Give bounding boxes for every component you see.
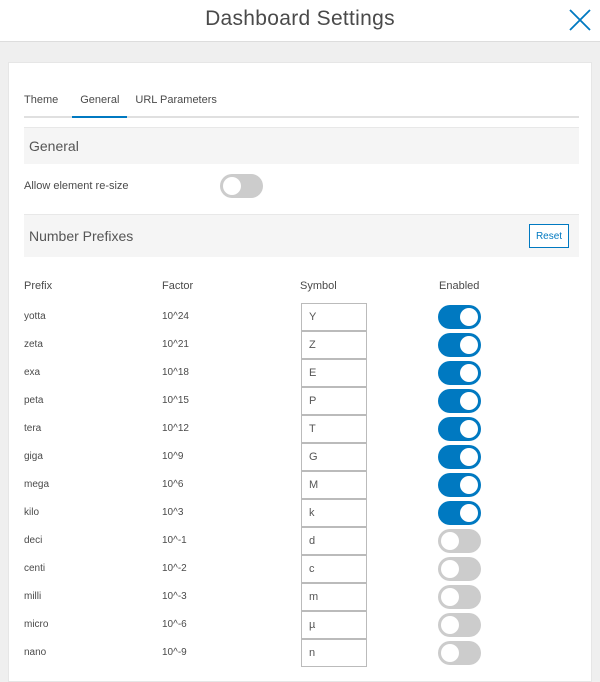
enabled-toggle[interactable] [438,305,481,329]
prefix-factor: 10^24 [162,311,189,322]
reset-button[interactable]: Reset [529,224,569,248]
prefix-name: micro [24,619,49,630]
dialog-title: Dashboard Settings [205,7,395,30]
prefix-name: kilo [24,507,40,518]
settings-panel: Theme General URL Parameters General All… [8,62,592,682]
close-icon[interactable] [568,8,592,32]
tab-theme[interactable]: Theme [24,94,59,106]
enabled-toggle[interactable] [438,585,481,609]
prefix-name: deci [24,535,43,546]
tab-url-parameters[interactable]: URL Parameters [135,94,217,106]
dialog-header: Dashboard Settings [0,0,600,42]
prefix-row: peta 10^15 [24,387,579,415]
number-prefixes-title: Number Prefixes [29,228,134,244]
tab-bar: Theme General URL Parameters [24,91,579,118]
enabled-toggle[interactable] [438,529,481,553]
prefix-factor: 10^21 [162,339,189,350]
symbol-input[interactable] [301,527,367,555]
prefix-row: yotta 10^24 [24,303,579,331]
prefix-name: giga [24,451,43,462]
prefix-name: tera [24,423,42,434]
symbol-input[interactable] [301,471,367,499]
prefix-factor: 10^6 [162,479,184,490]
tab-general[interactable]: General [72,91,128,118]
prefix-row: kilo 10^3 [24,499,579,527]
prefix-factor: 10^9 [162,451,184,462]
resize-label: Allow element re-size [24,180,129,192]
symbol-input[interactable] [301,555,367,583]
prefix-factor: 10^-1 [162,535,187,546]
symbol-input[interactable] [301,303,367,331]
prefix-factor: 10^18 [162,367,189,378]
prefix-row: nano 10^-9 [24,639,579,667]
prefix-row: milli 10^-3 [24,583,579,611]
prefix-factor: 10^15 [162,395,189,406]
number-prefixes-header: Number Prefixes Reset [24,214,579,257]
prefix-factor: 10^3 [162,507,184,518]
prefix-name: yotta [24,311,46,322]
enabled-toggle[interactable] [438,557,481,581]
prefix-row: zeta 10^21 [24,331,579,359]
prefix-row: centi 10^-2 [24,555,579,583]
prefix-row: tera 10^12 [24,415,579,443]
prefix-factor: 10^-6 [162,619,187,630]
enabled-toggle[interactable] [438,417,481,441]
symbol-input[interactable] [301,499,367,527]
enabled-toggle[interactable] [438,361,481,385]
enabled-toggle[interactable] [438,473,481,497]
prefix-factor: 10^12 [162,423,189,434]
enabled-toggle[interactable] [438,613,481,637]
enabled-toggle[interactable] [438,501,481,525]
symbol-input[interactable] [301,387,367,415]
prefix-row: giga 10^9 [24,443,579,471]
prefix-row: micro 10^-6 [24,611,579,639]
prefix-row: deci 10^-1 [24,527,579,555]
prefix-name: zeta [24,339,43,350]
general-section-header: General [24,127,579,164]
symbol-input[interactable] [301,611,367,639]
prefix-row: mega 10^6 [24,471,579,499]
symbol-input[interactable] [301,359,367,387]
prefix-name: peta [24,395,44,406]
enabled-toggle[interactable] [438,641,481,665]
prefix-name: centi [24,563,46,574]
symbol-input[interactable] [301,331,367,359]
prefix-row: exa 10^18 [24,359,579,387]
symbol-input[interactable] [301,639,367,667]
prefix-factor: 10^-3 [162,591,187,602]
column-header-factor: Factor [162,280,194,292]
prefix-factor: 10^-2 [162,563,187,574]
column-header-enabled: Enabled [439,280,480,292]
symbol-input[interactable] [301,583,367,611]
resize-toggle[interactable] [220,174,263,198]
prefix-name: mega [24,479,50,490]
column-header-prefix: Prefix [24,280,53,292]
enabled-toggle[interactable] [438,445,481,469]
prefix-name: milli [24,591,42,602]
symbol-input[interactable] [301,415,367,443]
enabled-toggle[interactable] [438,389,481,413]
prefix-factor: 10^-9 [162,647,187,658]
prefix-name: exa [24,367,41,378]
prefix-name: nano [24,647,47,658]
enabled-toggle[interactable] [438,333,481,357]
column-header-symbol: Symbol [300,280,337,292]
symbol-input[interactable] [301,443,367,471]
